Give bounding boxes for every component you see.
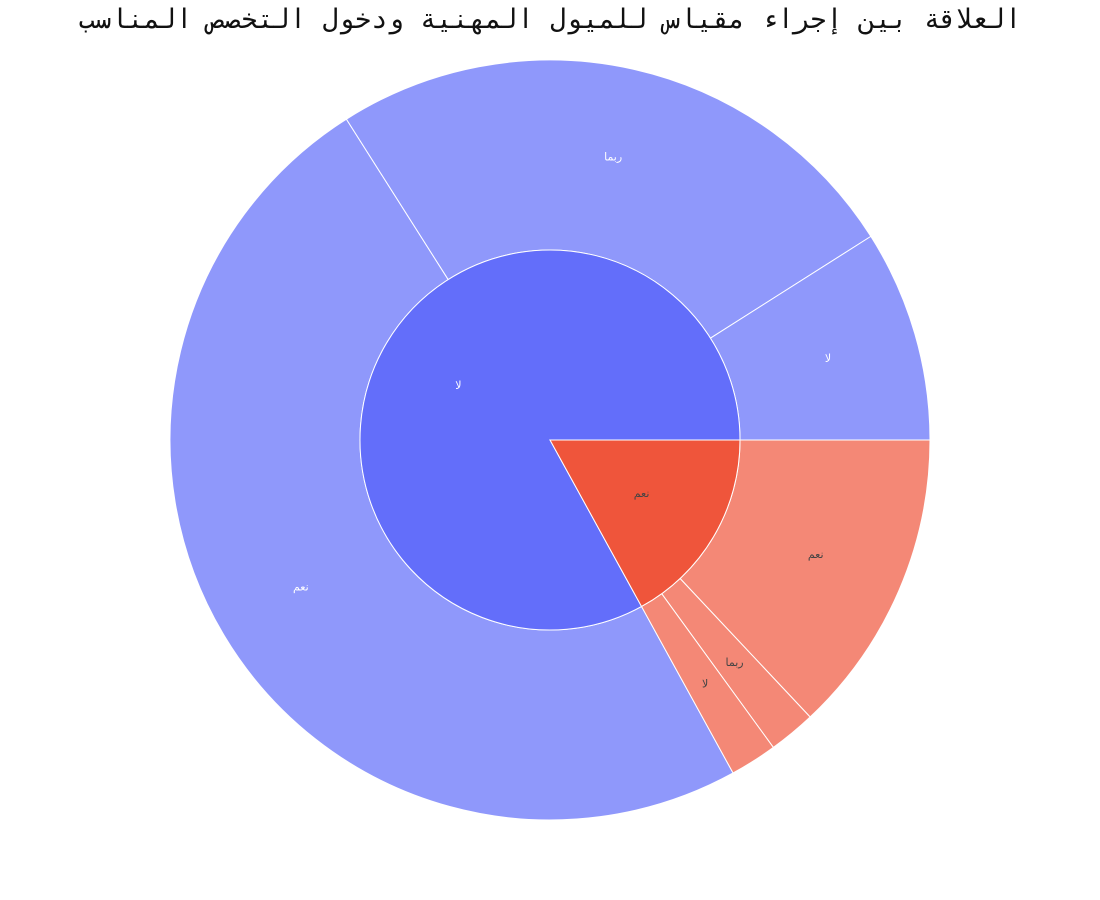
inner-slice-label-0: لا	[455, 379, 461, 392]
outer-ring	[169, 59, 931, 821]
outer-slice-label-4: ربما	[725, 656, 743, 669]
slice-labels: لا نعم ربما لا نعم نعم ربما لا	[293, 150, 831, 690]
outer-slice-label-1: ربما	[604, 150, 622, 163]
outer-slice-label-5: لا	[702, 677, 708, 690]
inner-ring	[359, 249, 741, 631]
chart-title: العلاقة بين إجراء مقياس للميول المهنية و…	[78, 4, 1022, 35]
outer-slice-label-3: نعم	[808, 548, 824, 561]
inner-slice-1[interactable]	[549, 439, 741, 608]
outer-slice-label-0: نعم	[293, 580, 309, 593]
inner-slice-label-1: نعم	[634, 487, 650, 500]
outer-slice-label-2: لا	[825, 352, 831, 365]
